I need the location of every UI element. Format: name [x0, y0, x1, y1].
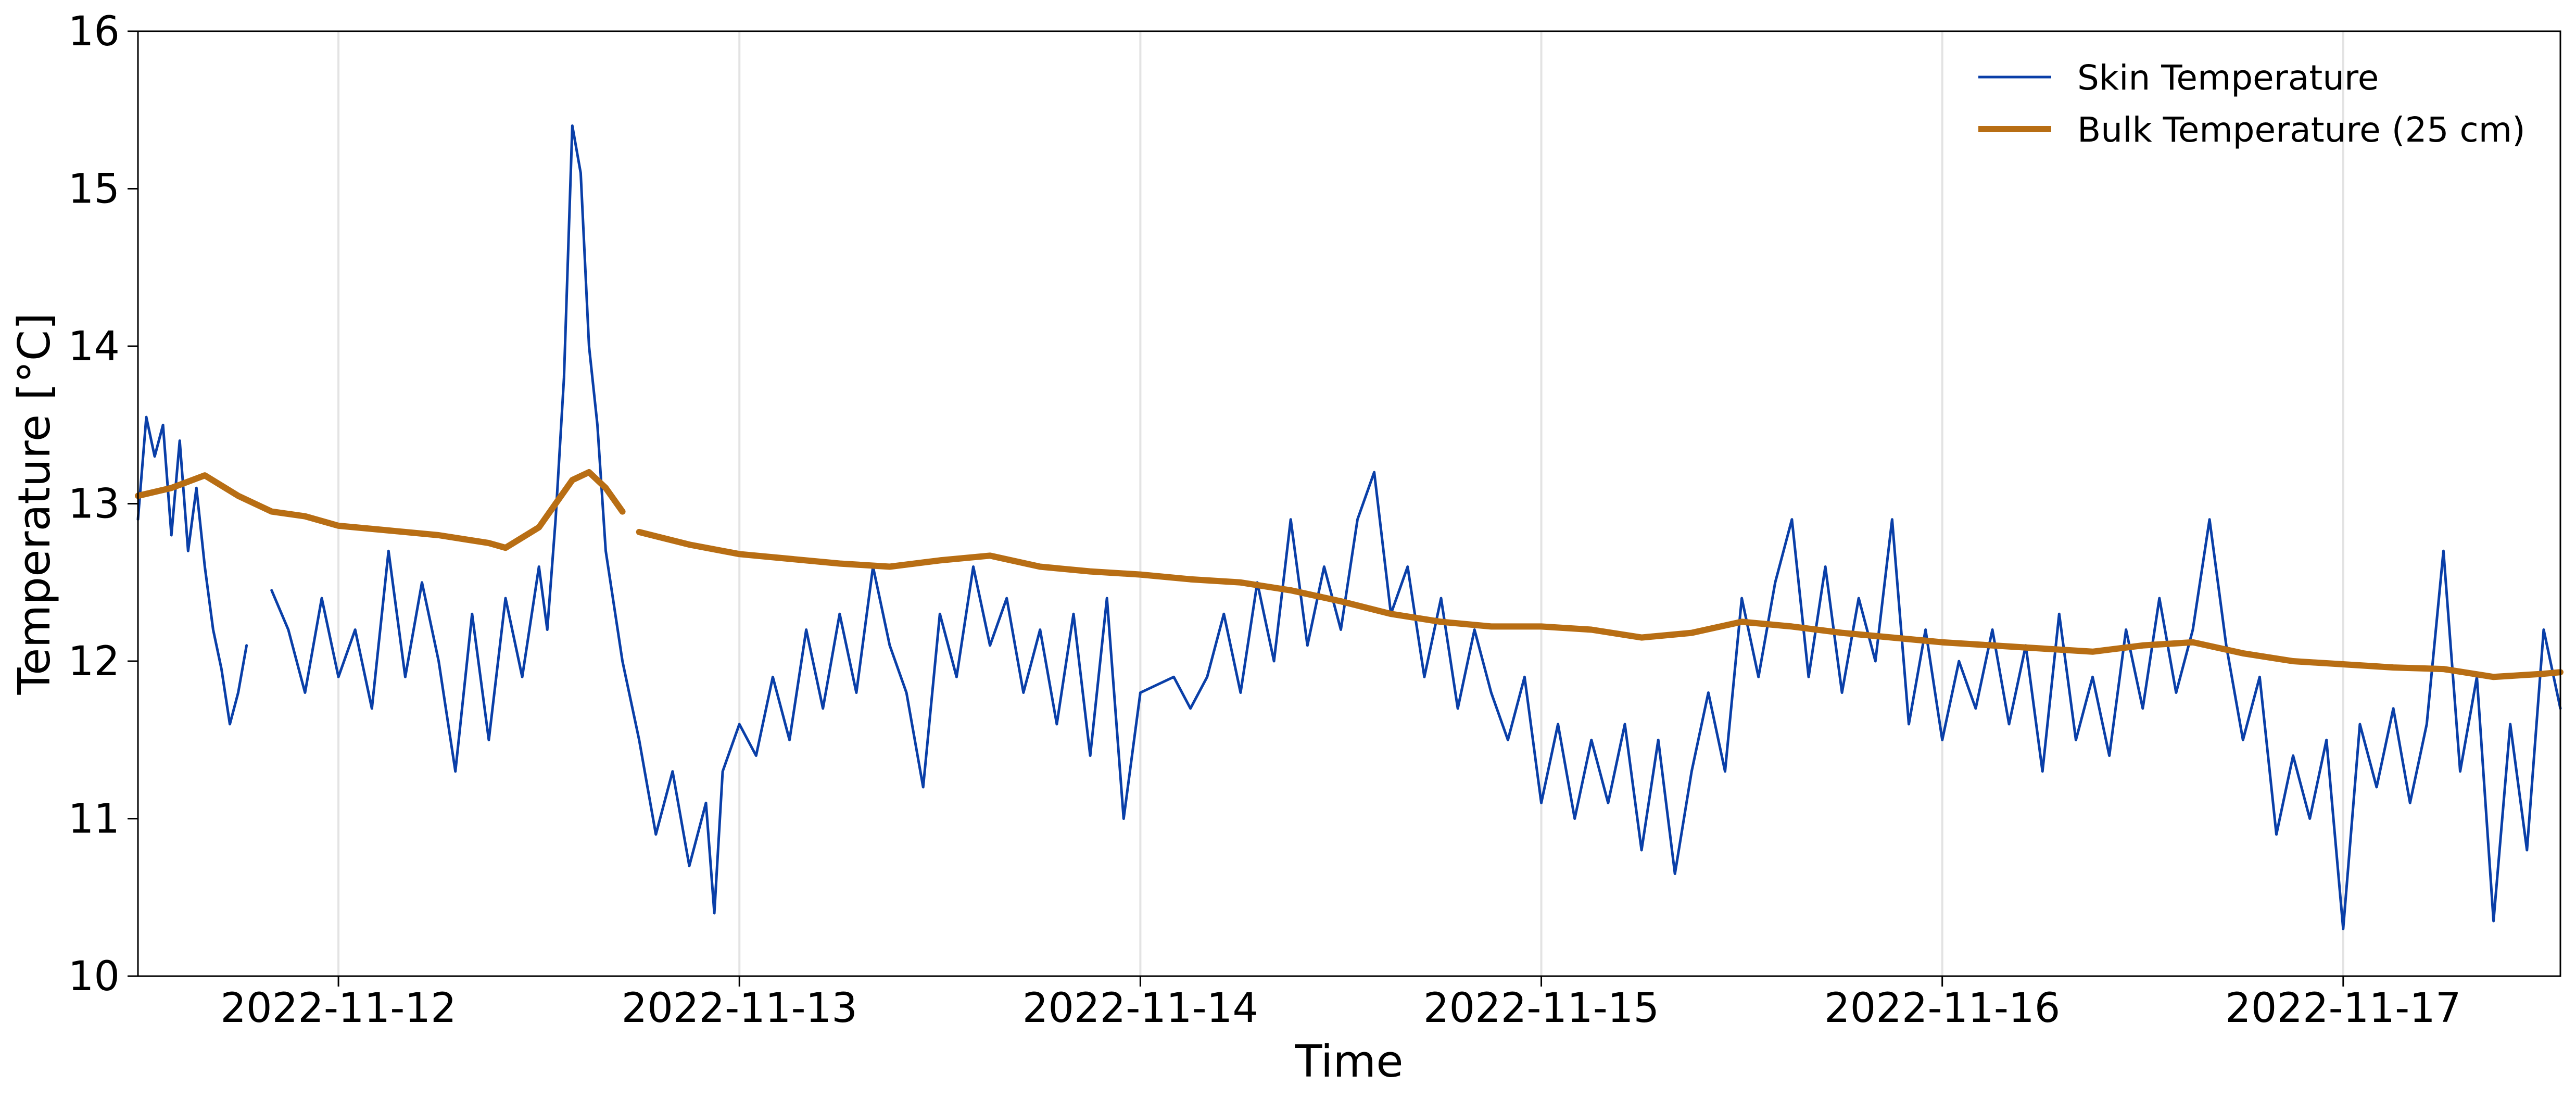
x-tick-label: 2022-11-14 [1022, 985, 1258, 1032]
y-tick-label: 11 [68, 796, 120, 843]
y-tick-label: 15 [68, 166, 120, 213]
legend: Skin Temperature Bulk Temperature (25 cm… [1978, 58, 2526, 150]
x-tick-label: 2022-11-12 [220, 985, 456, 1032]
series-lines [135, 124, 2564, 930]
y-axis-label: Temperature [°C] [9, 313, 60, 696]
x-tick-label: 2022-11-17 [2225, 985, 2461, 1032]
x-tick-label: 2022-11-16 [1824, 985, 2060, 1032]
axis-ticks: 2022-11-12 2022-11-13 2022-11-14 2022-11-15… [68, 8, 2461, 1032]
y-tick-label: 13 [68, 481, 120, 528]
legend-label-bulk-temperature: Bulk Temperature (25 cm) [2077, 110, 2526, 150]
y-tick-label: 16 [68, 8, 120, 55]
legend-label-skin-temperature: Skin Temperature [2077, 58, 2379, 98]
series-line-bulk-temperature-segment-1 [636, 528, 2564, 680]
x-tick-label: 2022-11-15 [1423, 985, 1659, 1032]
x-tick-label: 2022-11-13 [622, 985, 857, 1032]
series-line-bulk-temperature-segment-0 [135, 469, 626, 551]
y-tick-label: 10 [68, 953, 120, 1000]
grid-lines [337, 31, 2344, 976]
x-axis-label: Time [1294, 1036, 1403, 1088]
series-line-skin-temperature-segment-0 [136, 415, 248, 726]
y-tick-label: 12 [68, 638, 120, 685]
y-tick-label: 14 [68, 323, 120, 370]
